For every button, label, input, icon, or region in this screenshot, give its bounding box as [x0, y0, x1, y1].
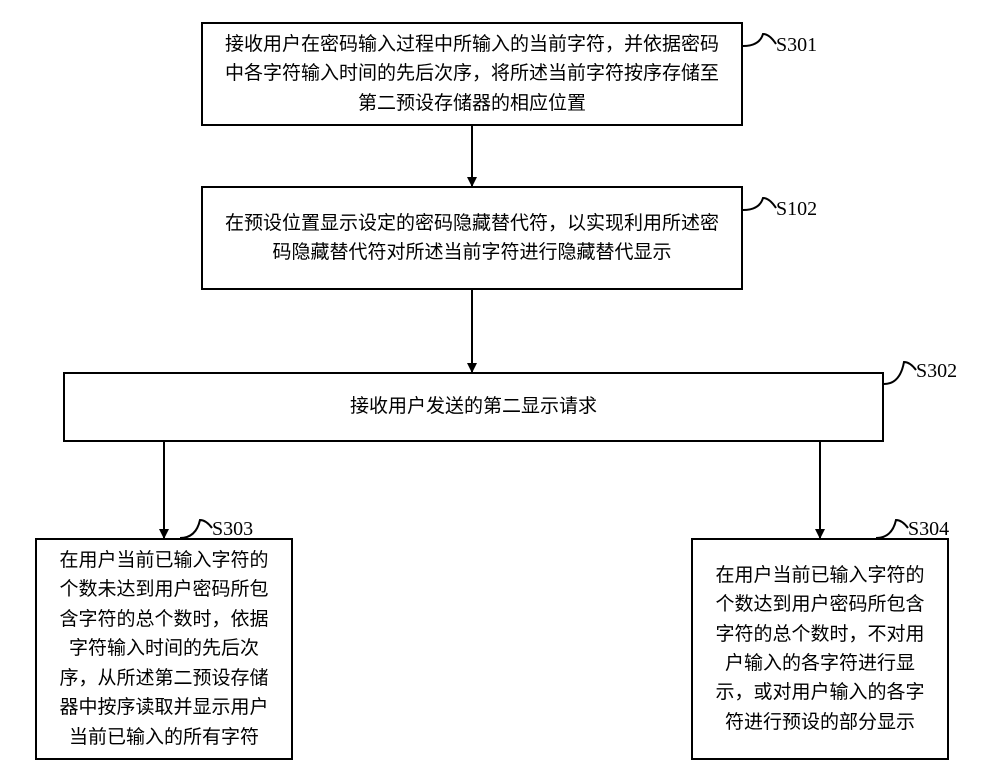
- flowchart-canvas: 接收用户在密码输入过程中所输入的当前字符，并依据密码中各字符输入时间的先后次序，…: [0, 0, 1000, 784]
- connector-layer: [0, 0, 1000, 784]
